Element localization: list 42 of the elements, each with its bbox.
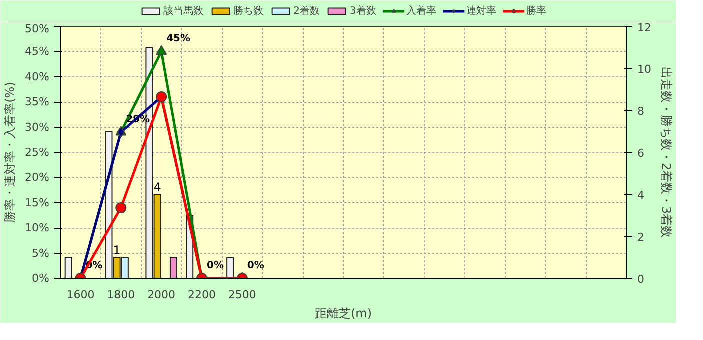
legend-label: 入着率 [406,4,436,18]
x-tick-label: 1600 [66,288,95,302]
y2-tick-label: 6 [638,147,644,160]
data-label: 4 [154,180,162,194]
x-tick-label: 2500 [228,288,256,302]
legend-label: 3着数 [350,4,376,18]
y-tick-label: 45% [25,45,50,58]
legend-label: 勝ち数 [234,4,264,18]
y2-tick-label: 10 [638,63,652,76]
y2-axis-title: 出走数・勝ち数・2着数・3着数 [659,66,674,238]
data-label: 0% [247,260,264,272]
y-tick-label: 5% [32,246,50,260]
y2-tick-label: 2 [638,231,644,244]
y-tick-label: 35% [25,96,50,109]
y-tick-label: 10% [25,222,50,235]
y-tick-label: 0% [32,272,50,285]
y-tick-label: 30% [25,120,50,134]
legend-label: 2着数 [294,4,320,18]
y-tick-label: 40% [25,70,50,84]
y-tick-label: 50% [25,22,50,36]
y2-tick-label: 8 [638,105,644,118]
data-label: 0% [207,260,224,272]
y2-tick-label: 0 [638,273,644,286]
y-axis-title: 勝率・連対率・入着率(%) [3,82,18,223]
y-tick-label: 15% [25,196,50,210]
legend-label: 該当馬数 [164,4,204,18]
legend-label: 連対率 [466,4,496,18]
data-label: 1 [113,244,121,258]
bar [170,257,178,278]
y-tick-label: 25% [25,146,50,159]
x-axis-title: 距離芝(m) [314,306,372,320]
bar [64,257,72,278]
x-tick-label: 2200 [188,288,216,302]
x-tick-label: 1800 [107,288,136,302]
bar [226,257,234,278]
x-tick-label: 2000 [148,288,176,302]
legend-label: 勝率 [526,4,546,18]
y2-tick-label: 12 [638,22,652,34]
y-tick-label: 20% [25,171,50,184]
point [116,202,127,214]
data-label: 45% [166,34,191,45]
y2-tick-label: 4 [638,189,644,202]
